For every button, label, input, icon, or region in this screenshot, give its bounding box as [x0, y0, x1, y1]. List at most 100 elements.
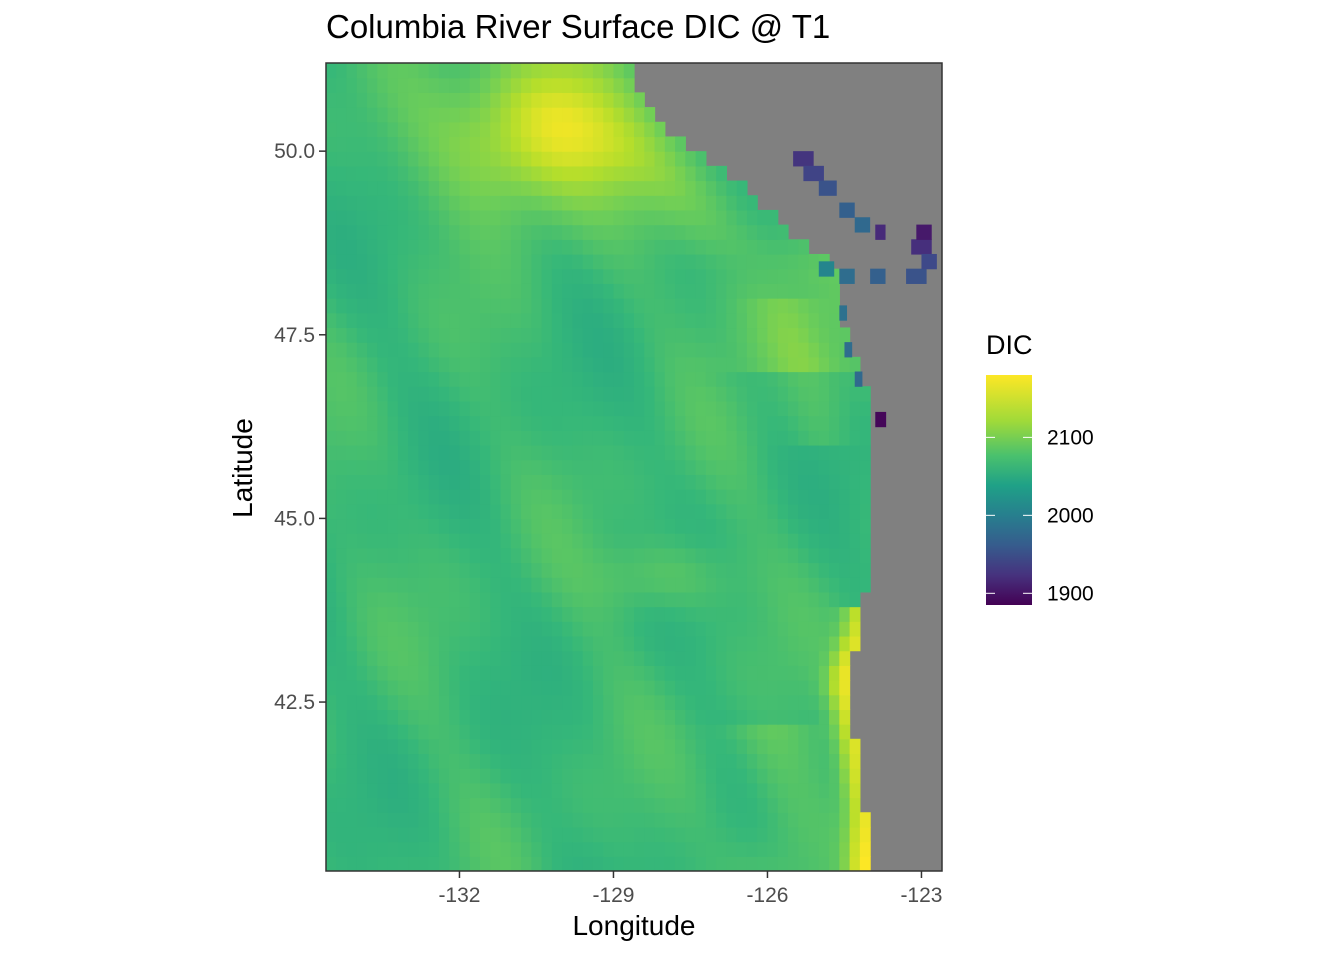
heatmap-cell — [746, 797, 758, 813]
heatmap-cell — [500, 415, 512, 431]
heatmap-cell — [438, 77, 450, 93]
heatmap-cell — [367, 474, 378, 490]
heatmap-cell — [428, 694, 440, 710]
y-tick-label: 42.5 — [274, 691, 315, 714]
heatmap-cell — [592, 268, 604, 284]
heatmap-cell — [562, 77, 573, 93]
heatmap-cell — [336, 826, 348, 843]
heatmap-cell — [644, 415, 656, 431]
heatmap-cell — [818, 724, 830, 740]
heatmap-cell — [428, 444, 440, 461]
heatmap-cell — [326, 503, 337, 520]
heatmap-cell — [654, 283, 666, 299]
heatmap-cell — [408, 533, 419, 549]
heatmap-cell — [356, 371, 368, 387]
heatmap-cell — [757, 268, 769, 284]
heatmap-cell — [582, 738, 594, 755]
heatmap-cell — [767, 503, 779, 520]
heatmap-cell — [438, 606, 450, 622]
heatmap-cell — [767, 342, 779, 358]
heatmap-cell — [490, 92, 502, 108]
heatmap-cell — [346, 856, 358, 871]
heatmap-cell — [572, 724, 584, 740]
heatmap-cell — [675, 298, 686, 314]
heatmap-cell — [408, 342, 419, 358]
heatmap-cell — [459, 709, 471, 725]
heatmap-cell — [551, 386, 563, 402]
heatmap-cell — [356, 635, 368, 652]
heatmap-cell — [726, 283, 738, 299]
heatmap-cell — [356, 283, 368, 299]
heatmap-cell — [500, 635, 512, 652]
heatmap-cell — [572, 283, 584, 299]
heatmap-cell — [336, 151, 348, 167]
heatmap-cell — [428, 298, 440, 314]
heatmap-cell — [326, 533, 337, 549]
heatmap-cell — [541, 107, 553, 123]
heatmap-cell — [418, 474, 430, 490]
heatmap-cell — [418, 665, 430, 681]
heatmap-cell — [346, 474, 358, 490]
heatmap-cell — [480, 415, 491, 431]
heatmap-cell — [644, 753, 656, 769]
heatmap-cell — [695, 298, 707, 314]
heatmap-cell — [572, 371, 584, 387]
heatmap-cell — [551, 518, 563, 534]
heatmap-cell — [367, 724, 378, 740]
heatmap-cell — [449, 562, 461, 578]
heatmap-cell — [500, 547, 512, 564]
heatmap-cell — [490, 680, 502, 696]
heatmap-cell — [623, 151, 635, 167]
heatmap-cell — [490, 459, 502, 475]
heatmap-cell — [449, 386, 461, 402]
heatmap-cell — [531, 165, 543, 182]
heatmap-cell — [346, 386, 358, 402]
heatmap-cell — [367, 209, 378, 226]
heatmap-cell — [685, 826, 697, 843]
heatmap-cell — [592, 430, 604, 446]
heatmap-cell — [623, 92, 635, 108]
heatmap-cell — [603, 136, 615, 152]
heatmap-cell — [541, 709, 553, 725]
heatmap-cell — [746, 253, 758, 270]
heatmap-cell — [490, 738, 502, 755]
heatmap-cell — [326, 386, 337, 402]
heatmap-cell — [438, 547, 450, 564]
heatmap-cell — [818, 180, 837, 196]
heatmap-cell — [839, 430, 851, 446]
heatmap-cell — [490, 577, 502, 593]
heatmap-cell — [582, 165, 594, 182]
heatmap-cell — [346, 606, 358, 622]
heatmap-cell — [808, 812, 820, 828]
heatmap-cell — [603, 371, 615, 387]
heatmap-cell — [603, 650, 615, 666]
y-tick-label: 50.0 — [274, 140, 315, 163]
heatmap-cell — [767, 709, 779, 725]
heatmap-cell — [726, 635, 738, 652]
heatmap-cell — [438, 518, 450, 534]
heatmap-cell — [849, 856, 861, 871]
heatmap-cell — [562, 665, 573, 681]
heatmap-cell — [480, 430, 491, 446]
heatmap-cell — [634, 680, 645, 696]
heatmap-cell — [572, 444, 584, 461]
heatmap-cell — [572, 165, 584, 182]
heatmap-cell — [562, 400, 573, 417]
heatmap-cell — [818, 503, 830, 520]
heatmap-cell — [716, 709, 727, 725]
heatmap-cell — [572, 195, 584, 211]
heatmap-cell — [428, 474, 440, 490]
heatmap-cell — [644, 533, 656, 549]
heatmap-cell — [664, 165, 676, 182]
heatmap-cell — [634, 283, 645, 299]
heatmap-cell — [397, 92, 409, 108]
heatmap-cell — [367, 489, 378, 505]
heatmap-cell — [675, 533, 686, 549]
heatmap-cell — [644, 459, 656, 475]
heatmap-cell — [859, 430, 871, 446]
heatmap-cell — [829, 812, 840, 828]
heatmap-cell — [438, 680, 450, 696]
heatmap-cell — [397, 356, 409, 373]
heatmap-cell — [736, 812, 748, 828]
heatmap-cell — [418, 253, 430, 270]
